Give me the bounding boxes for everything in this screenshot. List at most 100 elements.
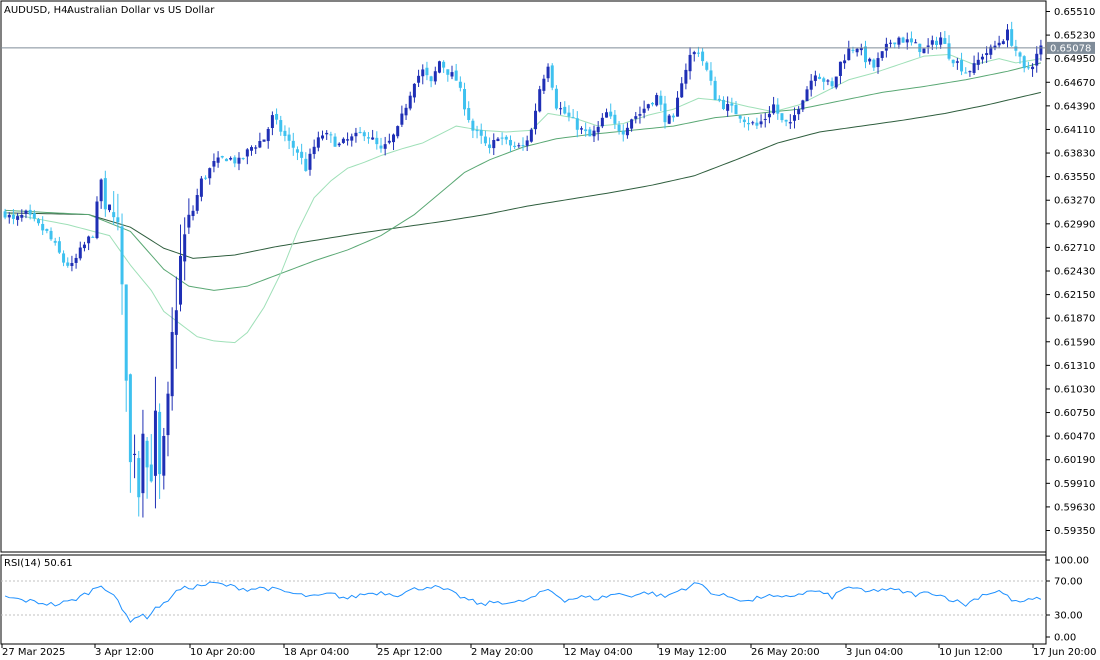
candle-body-bullish: [450, 72, 454, 77]
candle-body-bullish: [968, 71, 972, 73]
candle-body-bullish: [922, 48, 926, 54]
candle-body-bearish: [128, 374, 132, 463]
candle-body-bullish: [325, 132, 329, 135]
candle-body-bearish: [934, 40, 938, 45]
candle-body-bullish: [897, 37, 901, 45]
candle-body-bearish: [32, 213, 36, 219]
candle-body-bearish: [28, 209, 32, 215]
candle-body-bullish: [412, 83, 416, 98]
time-tick-label: 10 Apr 20:00: [190, 647, 255, 658]
candle-body-bullish: [321, 135, 325, 139]
candle-body-bullish: [525, 140, 529, 146]
rsi-tick-label: 0.00: [1054, 633, 1076, 644]
candle-body-bullish: [680, 83, 684, 98]
time-tick-label: 19 May 12:00: [658, 647, 727, 658]
candle-body-bearish: [663, 103, 667, 123]
candle-body-bearish: [149, 464, 153, 482]
price-tick-label: 0.63270: [1054, 196, 1095, 207]
symbol-label: AUDUSD, H4:: [4, 5, 71, 16]
candle-body-bearish: [613, 114, 617, 124]
candle-body-bearish: [709, 70, 713, 81]
candle-body-bearish: [550, 65, 554, 88]
candle-body-bearish: [41, 223, 45, 231]
candle-body-bullish: [655, 95, 659, 106]
candle-body-bullish: [985, 53, 989, 56]
candle-body-bearish: [863, 46, 867, 63]
candle-body-bullish: [763, 118, 767, 120]
candle-body-bearish: [513, 145, 517, 147]
candle-body-bearish: [53, 240, 57, 243]
price-tick-label: 0.59630: [1054, 502, 1095, 513]
price-tick-label: 0.60470: [1054, 432, 1095, 443]
candle-body-bullish: [74, 257, 78, 263]
candle-body-bullish: [208, 168, 212, 179]
candle-body-bearish: [66, 262, 70, 266]
candle-body-bearish: [467, 108, 471, 120]
candle-body-bullish: [759, 121, 763, 125]
candle-body-bullish: [404, 107, 408, 116]
rsi-tick-label: 70.00: [1054, 577, 1083, 588]
symbol-description: Australian Dollar vs US Dollar: [67, 5, 215, 16]
candle-body-bearish: [717, 98, 721, 101]
candle-body-bullish: [559, 108, 563, 110]
candle-body-bearish: [822, 78, 826, 82]
candle-body-bearish: [112, 212, 116, 218]
candle-body-bearish: [671, 115, 675, 118]
candle-body-bearish: [358, 131, 362, 133]
candle-body-bullish: [392, 134, 396, 143]
candle-body-bearish: [57, 241, 61, 253]
candle-body-bullish: [254, 147, 258, 149]
candle-body-bullish: [772, 104, 776, 114]
candle-body-bullish: [371, 137, 375, 140]
candle-body-bearish: [609, 111, 613, 117]
candle-body-bearish: [584, 129, 588, 132]
candle-body-bearish: [964, 72, 968, 74]
candle-body-bullish: [834, 76, 838, 88]
candle-body-bullish: [534, 110, 538, 130]
candle-body-bullish: [667, 115, 671, 124]
candle-body-bearish: [947, 43, 951, 59]
candle-body-bearish: [62, 253, 66, 263]
candle-body-bullish: [174, 310, 178, 335]
candle-body-bearish: [463, 89, 467, 110]
candle-body-bullish: [642, 108, 646, 113]
candle-body-bullish: [350, 136, 354, 141]
candle-body-bullish: [237, 157, 241, 164]
candle-body-bearish: [37, 219, 41, 224]
candle-body-bearish: [479, 129, 483, 136]
candle-body-bearish: [458, 81, 462, 88]
candlestick-series: [3, 21, 1043, 518]
candle-body-bullish: [387, 140, 391, 143]
candle-body-bullish: [7, 214, 11, 218]
candle-body-bearish: [734, 104, 738, 115]
candle-body-bullish: [517, 145, 521, 147]
candle-body-bullish: [341, 138, 345, 143]
candle-body-bearish: [442, 61, 446, 68]
price-tick-label: 0.60750: [1054, 408, 1095, 419]
candle-body-bullish: [889, 42, 893, 44]
candle-body-bullish: [926, 45, 930, 47]
candle-body-bearish: [45, 228, 49, 231]
candle-body-bearish: [696, 52, 700, 54]
candle-body-bearish: [333, 136, 337, 147]
candle-body-bullish: [70, 263, 74, 266]
candle-body-bearish: [818, 76, 822, 79]
candle-body-bullish: [187, 214, 191, 228]
candle-body-bullish: [579, 128, 583, 130]
price-tick-label: 0.61030: [1054, 384, 1095, 395]
candle-body-bearish: [279, 120, 283, 132]
price-tick-label: 0.61870: [1054, 314, 1095, 325]
candle-body-bearish: [204, 177, 208, 179]
candle-body-bullish: [797, 109, 801, 115]
candle-body-bearish: [1022, 56, 1026, 69]
candle-body-bearish: [747, 122, 751, 125]
candle-body-bearish: [755, 122, 759, 126]
candle-body-bullish: [437, 61, 441, 73]
candle-body-bearish: [220, 156, 224, 158]
candle-body-bullish: [838, 61, 842, 76]
rsi-tick-label: 100.00: [1054, 556, 1089, 567]
candle-body-bullish: [905, 39, 909, 43]
price-axis-labels: 0.65510 0.65230 0.64950 0.64670 0.64390 0.641…: [1046, 7, 1095, 537]
